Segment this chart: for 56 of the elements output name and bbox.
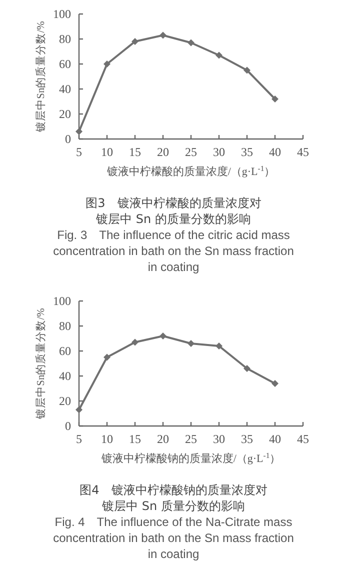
point (76, 406, 82, 414)
y-tick-label: 80 (59, 32, 71, 46)
x-tick-label: 15 (129, 432, 141, 446)
caption: Fig. 3 The influence of the citric acid mass concentration in bath on the Sn mass fraction in coating (52, 227, 295, 275)
y-tick-label: 60 (59, 57, 71, 71)
x-tick-label: 20 (157, 432, 169, 446)
x-tick-label: 45 (297, 145, 309, 159)
text: 镀层中 Sn 质量分数的影响 (101, 498, 246, 514)
point (244, 365, 250, 372)
point (104, 60, 110, 68)
y-tick-label: 20 (59, 107, 71, 121)
point (216, 342, 222, 350)
y-tick-label: 100 (53, 294, 71, 308)
point (272, 96, 278, 102)
y-axis-title: 镀层中Sn的质量分数/% (34, 20, 47, 133)
point (104, 354, 110, 361)
y-tick-label: 100 (53, 7, 71, 21)
x-tick-label: 20 (157, 145, 169, 159)
y-tick-label: 0 (65, 132, 71, 146)
caption: Fig. 4 The influence of the Na-Citrate mass concentration in bath on the Sn mass fraction in coating (52, 514, 295, 562)
point (244, 66, 250, 74)
x-tick-label: 25 (185, 432, 197, 446)
x-tick-label: 30 (213, 432, 225, 446)
caption: 图4 镀液中柠檬酸钠的质量浓度对 (78, 482, 268, 498)
x-tick-label: 45 (297, 432, 309, 446)
x-tick-label: 35 (241, 432, 253, 446)
point (76, 128, 82, 135)
x-axis-title: 镀液中柠檬酸钠的质量浓度/（g·L$^{-1}$） (100, 450, 281, 465)
x-tick-label: 30 (213, 145, 225, 159)
caption: 图3 镀液中柠檬酸的质量浓度对 (84, 195, 262, 211)
point (188, 340, 194, 347)
point (160, 332, 166, 340)
point (132, 338, 138, 346)
x-tick-label: 5 (76, 432, 82, 446)
x-tick-label: 35 (241, 145, 253, 159)
point (272, 380, 278, 387)
text: 镀层中 Sn 的质量分数的影响 (95, 211, 252, 227)
x-tick-label: 10 (101, 145, 113, 159)
y-tick-label: 60 (59, 344, 71, 358)
x-tick-label: 40 (269, 432, 281, 446)
x-tick-label: 25 (185, 145, 197, 159)
point (160, 32, 166, 39)
x-axis-title: 镀液中柠檬酸的质量浓度/（g·L$^{-1}$） (106, 164, 276, 178)
y-axis-title: 镀层中Sn的质量分数/% (34, 308, 47, 420)
point (188, 39, 194, 46)
x-tick-label: 15 (129, 145, 141, 159)
point (132, 38, 138, 45)
x-tick-label: 5 (76, 145, 82, 159)
y-tick-label: 20 (59, 394, 71, 408)
y-tick-label: 40 (59, 369, 71, 383)
y-tick-label: 0 (65, 419, 71, 433)
x-tick-label: 10 (101, 432, 113, 446)
y-tick-label: 80 (59, 319, 71, 333)
point (216, 52, 222, 59)
y-tick-label: 40 (59, 82, 71, 96)
x-tick-label: 40 (269, 145, 281, 159)
